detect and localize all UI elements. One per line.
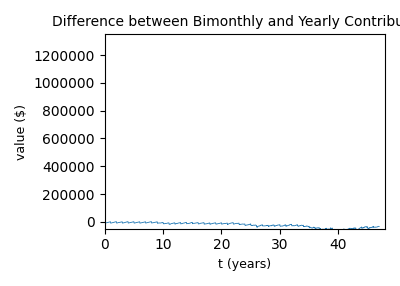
X-axis label: t (years): t (years) [218,258,271,271]
Title: Difference between Bimonthly and Yearly Contributions: Difference between Bimonthly and Yearly … [52,15,400,29]
Y-axis label: value ($): value ($) [15,104,28,160]
